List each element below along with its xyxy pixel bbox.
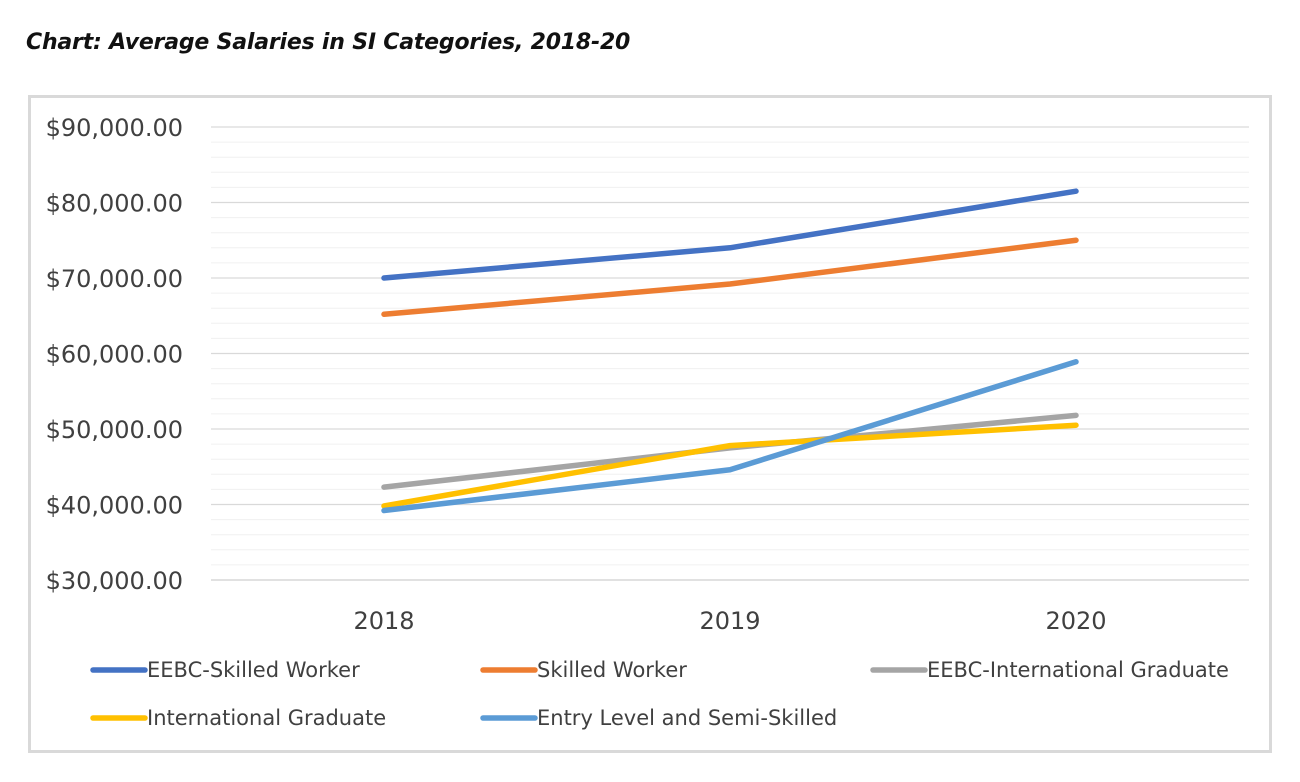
x-tick-label: 2020: [1045, 607, 1106, 635]
legend-label: International Graduate: [147, 706, 386, 730]
x-tick-label: 2018: [353, 607, 414, 635]
page-title: Chart: Average Salaries in SI Categories…: [26, 30, 631, 55]
series-line-2: [381, 412, 1079, 490]
x-axis-ticks: 2018 2019 2020: [353, 607, 1106, 635]
y-tick-label: $70,000.00: [46, 265, 183, 293]
legend-label: Skilled Worker: [537, 658, 687, 682]
legend-entry-0: EEBC-Skilled Worker: [90, 658, 360, 682]
legend-label: EEBC-International Graduate: [927, 658, 1229, 682]
series-line-3: [381, 422, 1079, 509]
legend-entry-4: Entry Level and Semi-Skilled: [480, 706, 837, 730]
y-tick-label: $60,000.00: [46, 341, 183, 369]
legend-label: Entry Level and Semi-Skilled: [537, 706, 837, 730]
legend-entry-3: International Graduate: [90, 706, 386, 730]
legend: EEBC-Skilled Worker Skilled Worker EEBC-In…: [90, 658, 1229, 730]
y-tick-label: $80,000.00: [46, 190, 183, 218]
y-tick-label: $30,000.00: [46, 567, 183, 595]
y-axis-ticks: $30,000.00 $40,000.00 $50,000.00 $60,000.00…: [46, 114, 183, 595]
legend-entry-1: Skilled Worker: [480, 658, 687, 682]
legend-entry-2: EEBC-International Graduate: [870, 658, 1229, 682]
series-line-4: [381, 359, 1079, 514]
series-line-1: [381, 237, 1079, 317]
y-tick-label: $50,000.00: [46, 416, 183, 444]
chart-frame: $30,000.00 $40,000.00 $50,000.00 $60,000.00…: [28, 95, 1272, 753]
y-tick-label: $40,000.00: [46, 492, 183, 520]
line-chart: $30,000.00 $40,000.00 $50,000.00 $60,000.00…: [46, 114, 1249, 730]
series-line-0: [381, 188, 1079, 281]
legend-label: EEBC-Skilled Worker: [147, 658, 360, 682]
series-lines: [381, 188, 1079, 514]
grid-lines: [211, 126, 1249, 581]
x-tick-label: 2019: [699, 607, 760, 635]
y-tick-label: $90,000.00: [46, 114, 183, 142]
